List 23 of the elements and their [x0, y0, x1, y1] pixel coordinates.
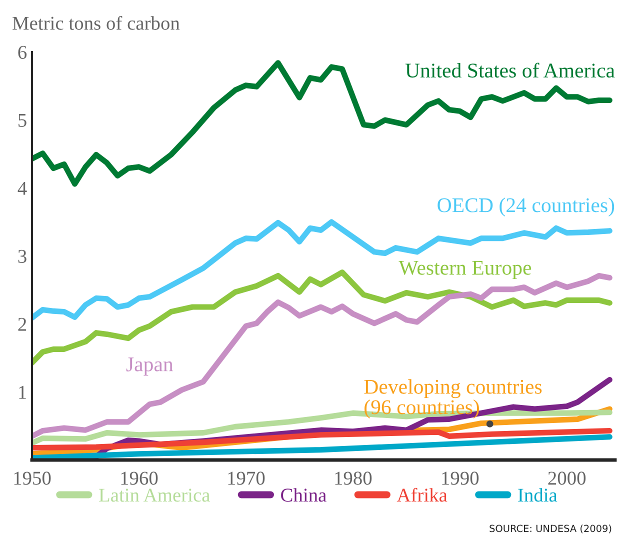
- x-tick-label: 2000: [548, 472, 586, 485]
- series-label: Developing countries (96 countries): [364, 379, 542, 418]
- y-tick-label: 5: [18, 114, 26, 127]
- legend-label: Latin America: [99, 488, 210, 502]
- series-label: Japan: [126, 358, 174, 376]
- series-label: OECD (24 countries): [438, 198, 614, 216]
- y-tick-label: 3: [18, 250, 26, 263]
- y-tick-label: 6: [18, 46, 27, 59]
- y-tick-label: 2: [18, 318, 26, 331]
- y-axis-title: Metric tons of carbon: [12, 16, 180, 30]
- series-label: United States of America: [405, 62, 615, 78]
- x-tick-label: 1980: [335, 472, 372, 485]
- legend-label: India: [518, 488, 558, 502]
- x-tick-label: 1990: [442, 472, 479, 485]
- legend-label: China: [281, 488, 326, 502]
- y-tick-label: 1: [19, 386, 26, 399]
- y-tick-label: 4: [18, 182, 27, 195]
- x-tick-label: 1970: [228, 472, 265, 485]
- series-label: Western Europe: [398, 260, 532, 280]
- source-note: SOURCE: UNDESA (2009): [490, 524, 612, 534]
- legend-label: Afrika: [396, 488, 448, 502]
- x-tick-label: 1950: [14, 472, 51, 485]
- x-tick-label: 1960: [121, 472, 158, 485]
